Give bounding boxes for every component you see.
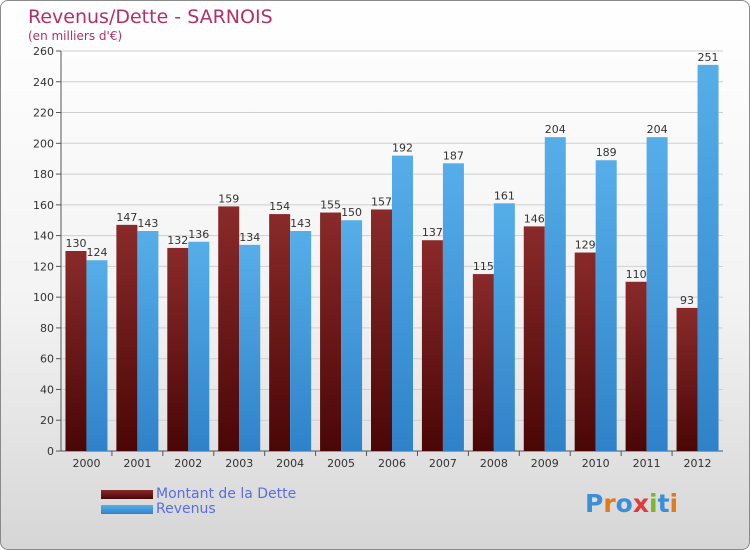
bar-dette [625,281,647,451]
legend-swatch-dette [101,490,153,499]
data-label-revenus: 204 [545,123,566,136]
bar-revenus [442,163,464,452]
x-tick-label: 2002 [174,457,202,470]
chart-subtitle: (en milliers d'€) [28,29,123,43]
data-label-dette: 129 [575,239,596,252]
data-label-revenus: 251 [698,51,719,64]
bar-dette [320,212,342,451]
y-tick-label: 220 [33,107,54,120]
data-label-dette: 137 [422,226,443,239]
logo-letter: i [669,489,679,518]
x-tick-label: 2003 [225,457,253,470]
y-tick-label: 120 [33,260,54,273]
axes: 0 20 40 60 80 100 120 140 160 180 200 220 240 260 2000… [33,45,723,470]
x-tick-label: 2009 [531,457,559,470]
x-tick-label: 2001 [123,457,151,470]
data-label-dette: 110 [626,268,647,281]
y-tick-label: 40 [40,383,54,396]
bar-dette [65,251,87,451]
legend-label-dette: Montant de la Dette [156,486,297,502]
y-tick-label: 180 [33,168,54,181]
logo-letter: o [615,489,633,518]
y-tick-label: 80 [40,322,54,335]
bar-revenus [392,155,413,451]
bar-revenus [646,137,668,451]
x-tick-label: 2012 [684,457,712,470]
y-tick-label: 140 [33,230,54,243]
data-label-revenus: 143 [137,217,158,230]
bar-revenus [239,244,261,451]
y-tick-label: 200 [33,137,54,150]
bar-dette [269,214,291,451]
legend-swatch-revenus [101,505,153,514]
data-label-revenus: 204 [647,123,668,136]
data-label-dette: 132 [167,234,188,247]
legend-label-revenus: Revenus [156,501,216,517]
logo-letter: r [603,489,616,518]
data-label-revenus: 192 [392,142,413,155]
x-tick-label: 2004 [276,457,304,470]
bar-dette [574,252,596,451]
bar-dette [472,274,494,451]
bar-dette [371,209,392,451]
x-tick-label: 2011 [633,457,661,470]
data-label-revenus: 150 [341,206,362,219]
y-tick-label: 260 [33,45,54,58]
data-label-revenus: 136 [188,228,209,241]
bar-revenus [86,260,108,451]
bar-revenus [290,231,312,451]
x-tick-label: 2008 [480,457,508,470]
data-label-dette: 146 [524,212,545,225]
data-label-revenus: 124 [86,246,107,259]
x-tick-label: 2006 [378,457,406,470]
data-label-dette: 130 [65,237,86,250]
proxiti-logo: Proxiti [585,489,678,518]
bar-revenus [341,220,363,451]
chart-title: Revenus/Dette - SARNOIS [28,6,273,28]
bar-dette [167,247,189,451]
data-label-dette: 93 [680,294,694,307]
logo-letter: P [585,489,604,518]
data-label-dette: 154 [269,200,290,213]
y-tick-label: 0 [47,445,54,458]
bar-dette [116,224,138,451]
y-tick-label: 20 [40,414,54,427]
y-tick-label: 60 [40,353,54,366]
data-label-revenus: 134 [239,231,260,244]
x-tick-label: 2007 [429,457,457,470]
bars [65,64,719,452]
bar-dette [218,206,240,451]
logo-letter: i [649,489,658,518]
bar-revenus [544,137,566,451]
data-label-revenus: 143 [290,217,311,230]
bar-revenus [697,64,719,451]
x-tick-label: 2010 [582,457,610,470]
y-tick-label: 240 [33,76,54,89]
logo-letter: t [657,489,670,518]
data-label-dette: 159 [218,192,239,205]
bar-revenus [595,160,617,451]
data-label-revenus: 189 [596,146,617,159]
bar-revenus [137,231,159,451]
data-label-dette: 147 [116,211,137,224]
bar-dette [523,226,545,451]
x-tick-label: 2000 [72,457,100,470]
y-tick-label: 100 [33,291,54,304]
logo-letter: x [632,489,649,518]
data-label-dette: 157 [371,195,392,208]
y-tick-label: 160 [33,199,54,212]
bar-dette [676,307,698,451]
bar-dette [421,240,443,451]
bar-revenus [493,203,515,451]
x-tick-label: 2005 [327,457,355,470]
data-label-revenus: 187 [443,149,464,162]
data-label-dette: 155 [320,199,341,212]
data-label-revenus: 161 [494,189,515,202]
bar-revenus [188,241,210,451]
data-label-dette: 115 [473,260,494,273]
